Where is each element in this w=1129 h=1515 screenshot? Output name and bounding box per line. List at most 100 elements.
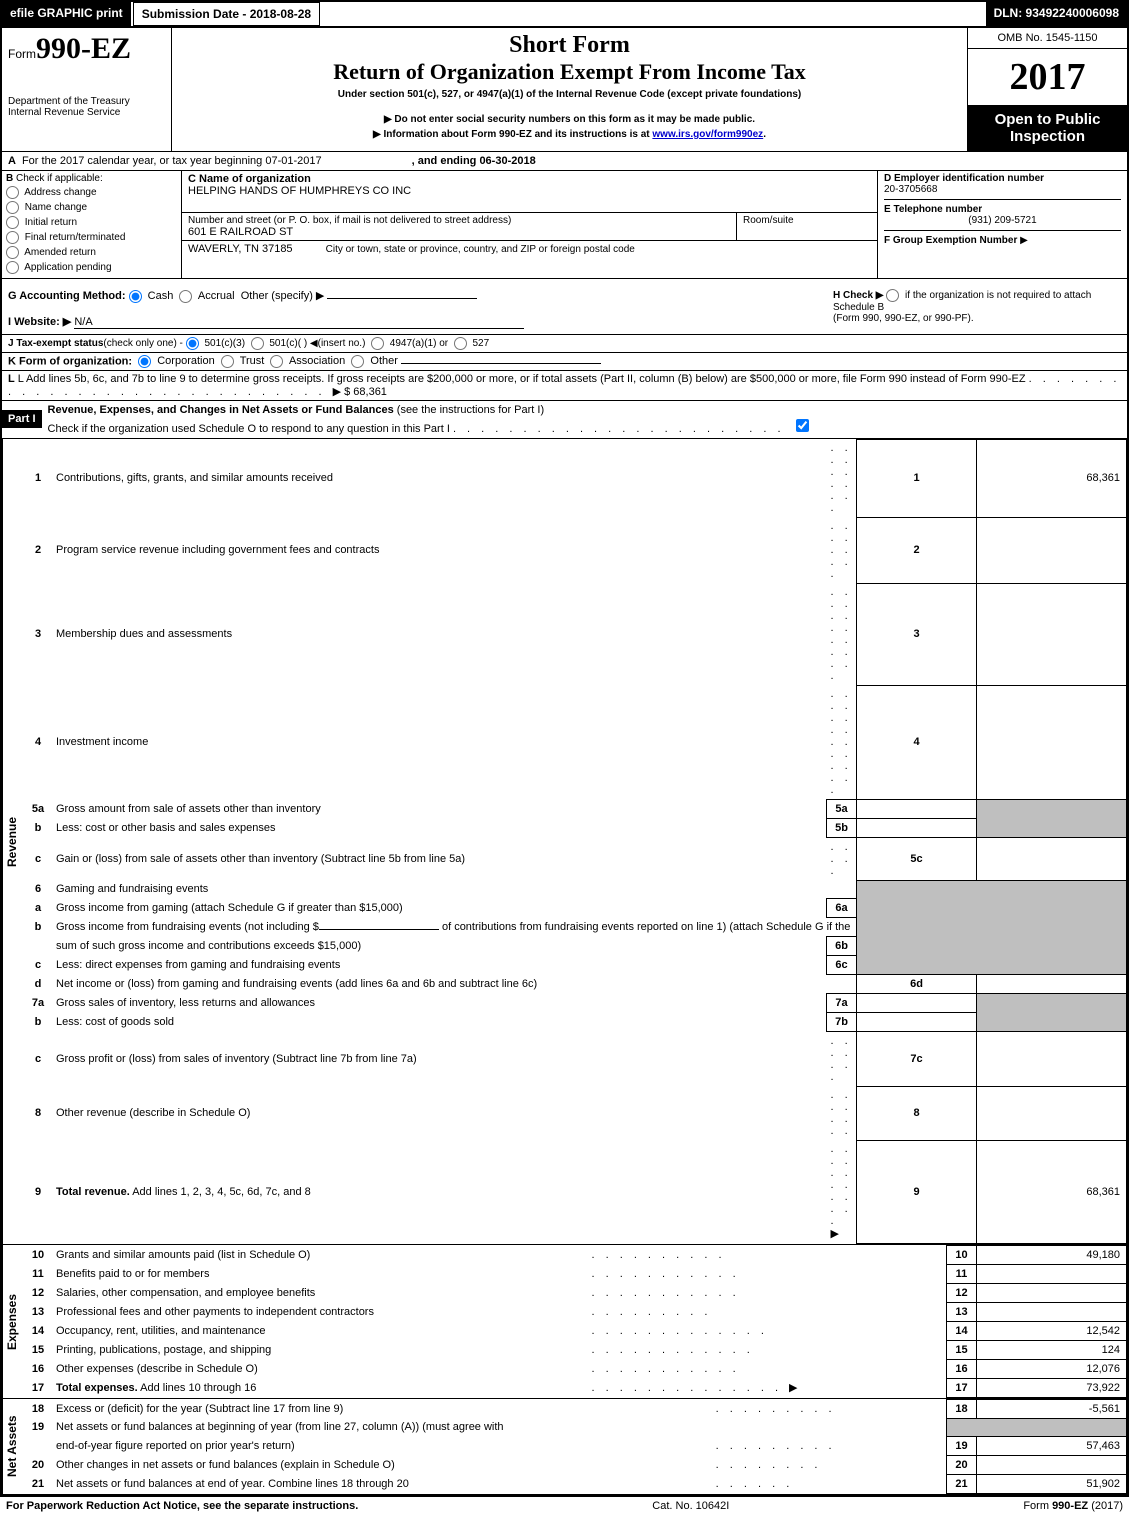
line-ref: 20 bbox=[947, 1455, 977, 1474]
line-text: Benefits paid to or for members bbox=[52, 1264, 587, 1283]
check-address-change[interactable]: Address change bbox=[6, 186, 177, 199]
side-netassets: Net Assets bbox=[2, 1399, 24, 1494]
line-num: 8 bbox=[24, 1086, 52, 1140]
part1-schedule-o-checkbox[interactable] bbox=[796, 419, 809, 432]
acct-other[interactable]: Other (specify) ▶ bbox=[241, 290, 325, 302]
line-num: 4 bbox=[24, 685, 52, 800]
line-text: Less: cost of goods sold bbox=[52, 1013, 827, 1032]
label-L: L bbox=[8, 373, 15, 385]
line-num: c bbox=[24, 838, 52, 881]
line-num: 12 bbox=[24, 1283, 52, 1302]
line-text: Salaries, other compensation, and employ… bbox=[52, 1283, 587, 1302]
line-amount: -5,561 bbox=[977, 1399, 1127, 1418]
check-label: Final return/terminated bbox=[25, 232, 126, 243]
line-text: Less: direct expenses from gaming and fu… bbox=[52, 956, 827, 975]
city-label: City or town, state or province, country… bbox=[326, 244, 635, 255]
line-text: Contributions, gifts, grants, and simila… bbox=[52, 439, 827, 517]
line-ref: 11 bbox=[947, 1264, 977, 1283]
line-amount bbox=[977, 1302, 1127, 1321]
acct-cash[interactable]: Cash bbox=[129, 290, 174, 302]
line-text: Gross sales of inventory, less returns a… bbox=[52, 994, 827, 1013]
line-text: Other expenses (describe in Schedule O) bbox=[52, 1359, 587, 1378]
l-text: L Add lines 5b, 6c, and 7b to line 9 to … bbox=[18, 373, 1026, 385]
line-ref: 17 bbox=[947, 1378, 977, 1397]
short-form-title: Short Form bbox=[178, 32, 961, 59]
k-corp[interactable]: Corporation bbox=[138, 355, 215, 367]
line-amount: 57,463 bbox=[977, 1436, 1127, 1455]
line-text: Less: cost or other basis and sales expe… bbox=[52, 819, 827, 838]
check-amended-return[interactable]: Amended return bbox=[6, 246, 177, 259]
line-text: Professional fees and other payments to … bbox=[52, 1302, 587, 1321]
footer-right: Form 990-EZ (2017) bbox=[1023, 1500, 1123, 1512]
check-final-return[interactable]: Final return/terminated bbox=[6, 231, 177, 244]
line-ref: 6d bbox=[857, 975, 977, 994]
line-text: Other changes in net assets or fund bala… bbox=[52, 1455, 712, 1474]
line-text: Gross income from fundraising events (no… bbox=[56, 921, 319, 933]
line-num: 15 bbox=[24, 1340, 52, 1359]
line-amount bbox=[977, 1264, 1127, 1283]
check-label: Application pending bbox=[24, 262, 111, 273]
line-num: 5a bbox=[24, 800, 52, 819]
line-num: 18 bbox=[24, 1399, 52, 1418]
label-K: K Form of organization: bbox=[8, 355, 132, 367]
line-ref: 10 bbox=[947, 1245, 977, 1264]
efile-print-button[interactable]: efile GRAPHIC print bbox=[2, 2, 133, 26]
h-checkbox[interactable] bbox=[886, 289, 899, 302]
address-label: Number and street (or P. O. box, if mail… bbox=[188, 215, 730, 226]
submission-date-label: Submission Date - 2018-08-28 bbox=[133, 2, 320, 26]
line-num: 14 bbox=[24, 1321, 52, 1340]
j-527[interactable]: 527 bbox=[454, 338, 489, 349]
line-text: Net assets or fund balances at beginning… bbox=[52, 1418, 947, 1436]
label-F: F Group Exemption Number bbox=[884, 235, 1017, 246]
check-application-pending[interactable]: Application pending bbox=[6, 261, 177, 274]
line-amount bbox=[977, 583, 1127, 685]
footer-left: For Paperwork Reduction Act Notice, see … bbox=[6, 1500, 358, 1512]
line-amount: 68,361 bbox=[977, 1140, 1127, 1243]
line-num: c bbox=[24, 956, 52, 975]
check-name-change[interactable]: Name change bbox=[6, 201, 177, 214]
line-text: Gross income from gaming (attach Schedul… bbox=[52, 899, 827, 918]
address-value: 601 E RAILROAD ST bbox=[188, 226, 730, 238]
check-label: Amended return bbox=[24, 247, 96, 258]
j-4947[interactable]: 4947(a)(1) or bbox=[371, 338, 448, 349]
tax-year: 2017 bbox=[968, 49, 1127, 105]
open-to-public: Open to Public Inspection bbox=[968, 105, 1127, 151]
line-ref: 19 bbox=[947, 1436, 977, 1455]
part1-tag: Part I bbox=[2, 410, 42, 428]
label-B: B bbox=[6, 173, 13, 184]
label-G: G Accounting Method: bbox=[8, 290, 126, 302]
instructions-link[interactable]: www.irs.gov/form990ez bbox=[652, 129, 763, 140]
line-num: 6 bbox=[24, 880, 52, 899]
check-initial-return[interactable]: Initial return bbox=[6, 216, 177, 229]
info-period: . bbox=[763, 129, 766, 140]
k-other[interactable]: Other bbox=[351, 355, 398, 367]
acct-accrual[interactable]: Accrual bbox=[179, 290, 234, 302]
line-ref: 5c bbox=[857, 838, 977, 881]
form-prefix: Form bbox=[8, 47, 36, 61]
line-num: 21 bbox=[24, 1474, 52, 1493]
line-num: 11 bbox=[24, 1264, 52, 1283]
line-amount bbox=[977, 838, 1127, 881]
line-text: Printing, publications, postage, and shi… bbox=[52, 1340, 587, 1359]
j-501c3[interactable]: 501(c)(3) bbox=[186, 338, 245, 349]
line-ref: 7c bbox=[857, 1032, 977, 1087]
line-num: 3 bbox=[24, 583, 52, 685]
ein-value: 20-3705668 bbox=[884, 184, 937, 195]
line-num: 13 bbox=[24, 1302, 52, 1321]
label-H: H Check ▶ bbox=[833, 290, 883, 301]
j-501c[interactable]: 501(c)( ) ◀(insert no.) bbox=[251, 338, 366, 349]
k-trust[interactable]: Trust bbox=[221, 355, 265, 367]
label-D: D Employer identification number bbox=[884, 173, 1044, 184]
group-exemption-arrow: ▶ bbox=[1020, 235, 1028, 246]
website-value: N/A bbox=[74, 316, 524, 329]
line-ref: 16 bbox=[947, 1359, 977, 1378]
mid-ref: 7b bbox=[827, 1013, 857, 1032]
line-amount: 49,180 bbox=[977, 1245, 1127, 1264]
line-ref: 13 bbox=[947, 1302, 977, 1321]
line-text-bold: Total expenses. bbox=[56, 1382, 138, 1394]
line-text: Gain or (loss) from sale of assets other… bbox=[52, 838, 827, 881]
line-num: a bbox=[24, 899, 52, 918]
k-assoc[interactable]: Association bbox=[270, 355, 345, 367]
line-amount bbox=[977, 517, 1127, 583]
form-number: 990-EZ bbox=[36, 32, 131, 65]
